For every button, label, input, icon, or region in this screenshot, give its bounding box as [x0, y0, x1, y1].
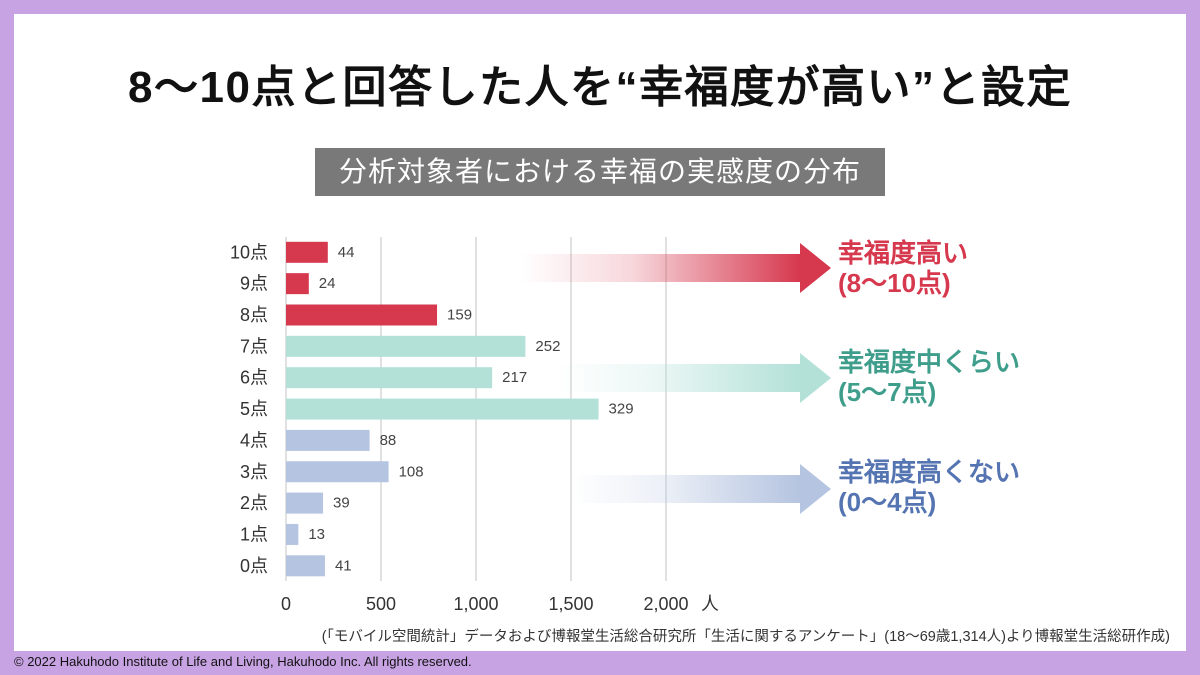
group-name-high: 幸福度高い [838, 238, 969, 268]
arrow-high-happiness [520, 243, 831, 293]
category-label: 4点 [240, 430, 268, 450]
bar [286, 492, 324, 514]
slide-panel [14, 14, 1186, 651]
category-label: 0点 [240, 556, 268, 576]
value-label: 44 [338, 244, 355, 261]
value-label: 252 [535, 338, 560, 355]
group-label-low: 幸福度高くない (0〜4点) [838, 457, 1168, 517]
value-label: 108 [399, 463, 424, 480]
group-name-low: 幸福度高くない [838, 457, 1021, 487]
value-label: 13 [308, 526, 325, 543]
chart-title: 分析対象者における幸福の実感度の分布 [338, 156, 861, 187]
value-label: 24 [319, 275, 336, 292]
group-range-high: (8〜10点) [838, 268, 951, 298]
bar [286, 555, 325, 577]
category-label: 9点 [240, 274, 268, 294]
category-label: 1点 [240, 524, 268, 544]
bar [286, 304, 438, 326]
x-axis-unit-label: 人 [701, 594, 719, 614]
value-label: 39 [333, 495, 350, 512]
bar [286, 429, 370, 451]
x-tick-label: 1,500 [548, 594, 593, 614]
chart-plot-area: 0 500 1,000 1,500 2,000 人 10点 44 9点 24 8点 159 7点 252 6… [230, 237, 719, 614]
bar [286, 241, 328, 263]
category-label: 7点 [240, 336, 268, 356]
category-label: 2点 [240, 493, 268, 513]
source-note: (「モバイル空間統計」データおよび博報堂生活総合研究所「生活に関するアンケート」… [321, 629, 1170, 645]
group-arrows [520, 243, 831, 514]
arrow-mid-happiness [555, 353, 831, 403]
value-label: 88 [380, 432, 397, 449]
slide-title: 8〜10点と回答した人を“幸福度が高い”と設定 [128, 63, 1072, 112]
x-tick-label: 1,000 [453, 594, 498, 614]
category-label: 3点 [240, 462, 268, 482]
bar [286, 273, 309, 295]
value-label: 329 [609, 401, 634, 418]
value-label: 41 [335, 557, 352, 574]
bar [286, 335, 526, 357]
bar [286, 461, 389, 483]
category-label: 5点 [240, 399, 268, 419]
x-tick-label: 500 [366, 594, 396, 614]
group-name-mid: 幸福度中くらい [838, 347, 1021, 377]
value-label: 217 [502, 369, 527, 386]
category-label: 8点 [240, 305, 268, 325]
arrow-low-happiness [570, 464, 831, 514]
x-tick-label: 2,000 [643, 594, 688, 614]
group-label-high: 幸福度高い (8〜10点) [838, 238, 1168, 298]
x-tick-label: 0 [281, 594, 291, 614]
group-label-mid: 幸福度中くらい (5〜7点) [838, 347, 1168, 407]
category-label: 6点 [240, 368, 268, 388]
group-range-low: (0〜4点) [838, 487, 937, 517]
bar [286, 523, 299, 545]
bar [286, 398, 599, 420]
bar [286, 367, 493, 389]
category-label: 10点 [230, 242, 268, 262]
chart-title-box: 分析対象者における幸福の実感度の分布 [315, 148, 885, 196]
copyright-notice: © 2022 Hakuhodo Institute of Life and Li… [14, 654, 472, 669]
group-range-mid: (5〜7点) [838, 377, 937, 407]
value-label: 159 [447, 307, 472, 324]
